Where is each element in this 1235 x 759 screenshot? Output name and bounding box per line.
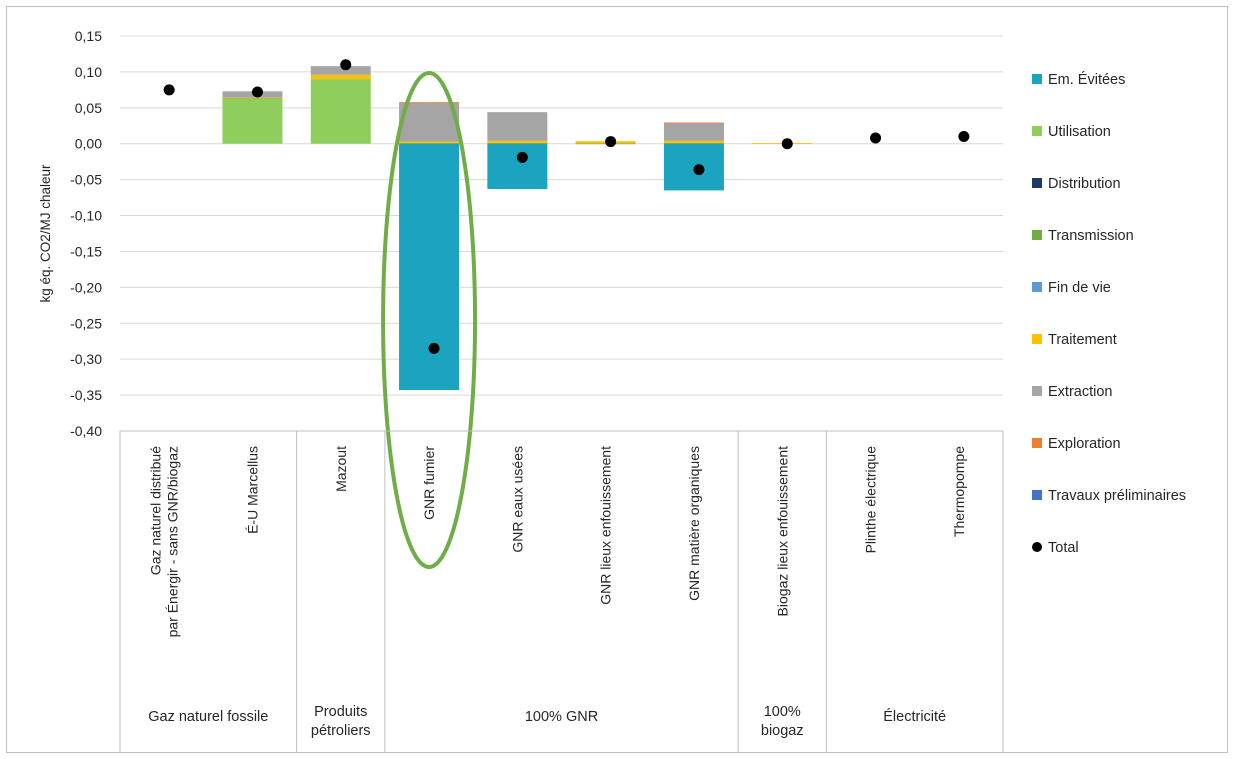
bar-segment (663, 143, 724, 191)
group-label: Produits (314, 704, 367, 720)
legend-label: Traitement (1048, 332, 1117, 348)
category-label: Biogaz lieux enfouissement (774, 446, 790, 617)
chart-frame (6, 6, 1228, 753)
legend-label: Fin de vie (1048, 280, 1111, 296)
bar-segment (663, 140, 724, 144)
group-label: biogaz (761, 723, 804, 739)
group-label: pétroliers (311, 723, 371, 739)
group-label: 100% (764, 704, 801, 720)
total-marker (605, 136, 617, 148)
bar-segment (663, 122, 724, 124)
legend-marker (1032, 542, 1042, 552)
legend-swatch (1032, 178, 1042, 188)
bar-segment (310, 66, 371, 75)
category-label: Thermopompe (951, 446, 967, 537)
category-label: GNR matière organiques (686, 446, 702, 601)
category-label: É-U Marcellus (244, 446, 260, 534)
total-marker (870, 132, 882, 144)
bar-segment (399, 143, 460, 391)
bar-segment (399, 141, 460, 144)
bar-segment (310, 74, 371, 80)
category-label: GNR lieux enfouissement (598, 446, 614, 605)
legend-label: Distribution (1048, 176, 1121, 192)
bar-segment (399, 102, 460, 103)
y-tick-label: -0,35 (70, 387, 102, 403)
group-label: Gaz naturel fossile (148, 709, 268, 725)
total-marker (163, 84, 175, 96)
y-tick-label: -0,10 (70, 208, 102, 224)
y-tick-label: -0,40 (70, 423, 102, 439)
y-axis-title: kg éq. CO2/MJ chaleur (38, 164, 53, 303)
legend-label: Exploration (1048, 436, 1121, 452)
bar-segment (663, 122, 724, 141)
bar-segment (222, 99, 283, 144)
category-label: GNR fumier (421, 446, 437, 520)
bar-segment (487, 112, 548, 141)
y-tick-label: -0,20 (70, 279, 102, 295)
total-marker (958, 131, 970, 143)
bar-segment (399, 102, 460, 142)
bar-segment (222, 91, 283, 98)
bar-segment (310, 79, 371, 144)
bar-segment (487, 143, 548, 189)
y-tick-label: 0,05 (75, 100, 102, 116)
category-label: Mazout (333, 446, 349, 492)
bar-segment (399, 143, 460, 144)
total-marker (340, 59, 352, 71)
legend-label: Travaux préliminaires (1048, 488, 1186, 504)
category-label: par Énergir - sans GNR/biogaz (165, 446, 181, 637)
legend-label: Utilisation (1048, 124, 1111, 140)
highlight-ellipse (381, 71, 478, 569)
legend-swatch (1032, 438, 1042, 448)
legend-swatch (1032, 334, 1042, 344)
category-label: GNR eaux usées (509, 446, 525, 553)
y-tick-label: 0,00 (75, 136, 102, 152)
legend-swatch (1032, 126, 1042, 136)
y-tick-label: -0,25 (70, 315, 102, 331)
legend-swatch (1032, 230, 1042, 240)
y-tick-label: 0,15 (75, 28, 102, 44)
group-label: Électricité (883, 708, 946, 725)
total-marker (516, 151, 528, 163)
bar-segment (487, 143, 548, 144)
total-marker (693, 164, 705, 176)
legend-label: Extraction (1048, 384, 1112, 400)
y-tick-label: -0,30 (70, 351, 102, 367)
legend-swatch (1032, 490, 1042, 500)
bar-segment (222, 98, 283, 100)
legend-swatch (1032, 386, 1042, 396)
total-marker (781, 138, 793, 150)
legend-swatch (1032, 282, 1042, 292)
total-marker (428, 342, 440, 354)
category-label: Plinthe électrique (863, 446, 879, 554)
legend-label: Transmission (1048, 228, 1134, 244)
total-marker (251, 86, 263, 98)
y-tick-label: -0,05 (70, 172, 102, 188)
legend-swatch (1032, 74, 1042, 84)
y-tick-label: 0,10 (75, 64, 102, 80)
legend-label: Em. Évitées (1048, 71, 1125, 88)
bar-segment (222, 97, 283, 99)
category-label: Gaz naturel distribué (148, 446, 164, 575)
group-label: 100% GNR (525, 709, 598, 725)
bar-segment (663, 143, 724, 144)
bar-segment (487, 140, 548, 144)
legend-label: Total (1048, 540, 1079, 556)
y-tick-label: -0,15 (70, 243, 102, 259)
